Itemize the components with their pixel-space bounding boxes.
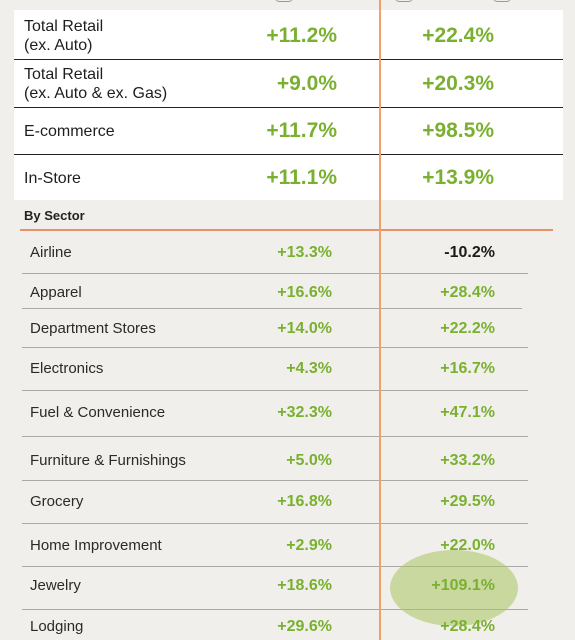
total-row-retail-ex-auto-gas: Total Retail (ex. Auto & ex. Gas) +9.0% … [14, 60, 563, 108]
row-divider [22, 436, 528, 437]
totals-card: Total Retail (ex. Auto) +11.2% +22.4% To… [14, 10, 563, 200]
header-bracket-mid [394, 0, 414, 2]
total-row-ecommerce: E-commerce +11.7% +98.5% [14, 108, 563, 155]
jewelry-highlight-circle [390, 550, 518, 626]
sector-value-col2: +47.1% [440, 404, 495, 421]
sector-label: Fuel & Convenience [30, 404, 166, 421]
total-label: E-commerce [24, 123, 115, 140]
sector-label: Electronics [30, 360, 104, 377]
sector-value-col2: +22.2% [440, 320, 495, 337]
sector-value-col1: +5.0% [286, 452, 332, 469]
sector-label: Home Improvement [30, 537, 162, 554]
total-label: Total Retail (ex. Auto & ex. Gas) [24, 66, 168, 102]
total-label: In-Store [24, 170, 81, 187]
sector-value-col1: +32.3% [277, 404, 332, 421]
sector-value-col1: +29.6% [277, 618, 332, 635]
sector-value-col2: +29.5% [440, 493, 495, 510]
cut-off-header [14, 0, 563, 10]
row-divider [22, 566, 528, 567]
sector-heading: By Sector [24, 208, 85, 223]
sector-value-col1: +2.9% [286, 537, 332, 554]
total-value-col1: +11.2% [266, 24, 337, 47]
total-value-col2: +13.9% [422, 166, 494, 189]
row-divider [22, 308, 522, 309]
sector-heading-rule [20, 229, 553, 231]
total-row-retail-ex-auto: Total Retail (ex. Auto) +11.2% +22.4% [14, 10, 563, 60]
sector-value-col1: +4.3% [286, 360, 332, 377]
sector-label: Lodging [30, 618, 84, 635]
column-divider [379, 0, 381, 640]
row-divider [22, 390, 528, 391]
header-bracket-left [274, 0, 294, 2]
sector-value-col2: -10.2% [444, 244, 495, 261]
sector-label: Furniture & Furnishings [30, 452, 186, 469]
sector-value-col1: +18.6% [277, 577, 332, 594]
total-value-col1: +9.0% [276, 72, 337, 95]
sector-value-col1: +13.3% [277, 244, 332, 261]
total-value-col2: +20.3% [422, 72, 494, 95]
row-divider [22, 347, 528, 348]
total-value-col2: +22.4% [422, 24, 494, 47]
row-divider [22, 523, 528, 524]
total-row-in-store: In-Store +11.1% +13.9% [14, 155, 563, 200]
sector-value-col2: +109.1% [431, 577, 495, 594]
total-label: Total Retail (ex. Auto) [24, 18, 104, 54]
sector-value-col1: +16.6% [277, 284, 332, 301]
sector-value-col1: +16.8% [277, 493, 332, 510]
total-value-col1: +11.1% [266, 166, 337, 189]
sector-value-col1: +14.0% [277, 320, 332, 337]
sector-label: Airline [30, 244, 72, 261]
sector-value-col2: +28.4% [440, 284, 495, 301]
total-value-col1: +11.7% [266, 119, 337, 142]
sector-label: Apparel [30, 284, 82, 301]
header-bracket-right [492, 0, 512, 2]
sector-value-col2: +33.2% [440, 452, 495, 469]
sector-value-col2: +22.0% [440, 537, 495, 554]
row-divider [22, 609, 528, 610]
sector-label: Department Stores [30, 320, 156, 337]
sector-value-col2: +16.7% [440, 360, 495, 377]
sector-value-col2: +28.4% [440, 618, 495, 635]
sector-label: Jewelry [30, 577, 81, 594]
total-value-col2: +98.5% [422, 119, 494, 142]
row-divider [22, 480, 528, 481]
sector-label: Grocery [30, 493, 84, 510]
row-divider [22, 273, 528, 274]
